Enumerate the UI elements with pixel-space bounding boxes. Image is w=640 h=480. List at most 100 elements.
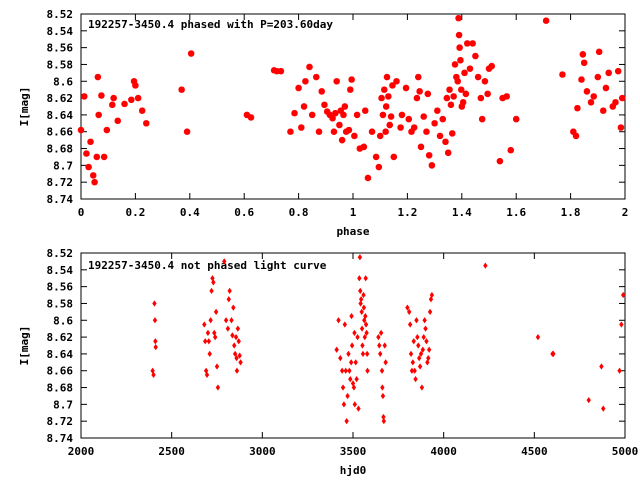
data-point xyxy=(351,384,357,391)
data-point xyxy=(551,350,556,358)
data-point xyxy=(205,329,211,337)
data-point xyxy=(359,308,364,315)
data-point xyxy=(535,333,541,341)
data-point xyxy=(347,367,352,374)
x-tick-label: 0.8 xyxy=(289,206,309,219)
data-point xyxy=(77,126,85,134)
data-point xyxy=(459,99,467,106)
data-point xyxy=(323,108,331,115)
data-point xyxy=(443,94,451,102)
data-point xyxy=(583,88,591,95)
data-point xyxy=(579,51,587,58)
data-point xyxy=(360,342,365,349)
data-point xyxy=(151,371,156,379)
data-point xyxy=(329,115,336,122)
data-point xyxy=(346,350,351,358)
data-point xyxy=(337,107,344,114)
data-point xyxy=(483,262,488,269)
data-point xyxy=(609,103,616,110)
data-point xyxy=(381,86,388,93)
data-point xyxy=(358,296,364,303)
data-point xyxy=(416,342,421,349)
data-point xyxy=(455,15,462,22)
y-tick-label: 8.7 xyxy=(53,398,73,411)
data-point xyxy=(235,325,241,332)
data-point xyxy=(422,317,427,324)
data-point xyxy=(559,71,566,78)
x-tick-label: 2500 xyxy=(158,445,185,458)
data-point xyxy=(344,418,349,425)
data-point xyxy=(178,86,185,93)
data-point xyxy=(139,107,146,114)
data-point xyxy=(378,94,385,102)
data-point xyxy=(363,312,368,320)
data-point xyxy=(411,338,416,345)
data-point xyxy=(415,333,420,341)
y-tick-label: 8.54 xyxy=(47,264,74,277)
y-tick-label: 8.52 xyxy=(47,8,74,21)
data-point xyxy=(209,287,214,294)
data-point xyxy=(183,128,191,135)
x-axis-label: phase xyxy=(336,225,369,238)
data-point xyxy=(599,363,604,370)
data-point xyxy=(349,342,355,349)
data-point xyxy=(98,92,105,99)
data-point xyxy=(91,178,98,186)
data-point xyxy=(110,94,117,102)
y-axis-label: I[mag] xyxy=(18,326,31,366)
data-point xyxy=(338,354,343,362)
data-point xyxy=(457,57,464,64)
data-point xyxy=(466,65,474,72)
data-point xyxy=(230,332,235,339)
data-point xyxy=(152,317,158,324)
data-point xyxy=(387,113,395,120)
data-point xyxy=(423,325,428,332)
data-point xyxy=(397,124,404,131)
y-tick-label: 8.56 xyxy=(47,281,74,294)
chart-title: 192257-3450.4 phased with P=203.60day xyxy=(88,18,333,31)
data-point xyxy=(375,163,383,171)
data-point xyxy=(472,52,479,60)
data-point xyxy=(232,350,238,358)
data-point xyxy=(330,128,338,135)
data-point xyxy=(291,110,298,117)
data-point xyxy=(356,145,363,152)
data-point xyxy=(363,321,369,328)
data-point xyxy=(496,157,504,165)
data-point xyxy=(321,101,328,109)
data-point xyxy=(412,367,417,374)
data-point xyxy=(203,338,208,345)
data-point xyxy=(363,275,368,282)
chart-title: 192257-3450.4 not phased light curve xyxy=(88,259,327,272)
data-point xyxy=(153,338,158,345)
x-axis-label: hjd0 xyxy=(340,464,367,477)
data-point xyxy=(341,103,349,110)
data-point xyxy=(417,363,423,370)
data-point xyxy=(439,115,446,123)
y-tick-label: 8.54 xyxy=(47,25,74,38)
data-point xyxy=(420,346,425,353)
data-point xyxy=(214,363,220,370)
y-tick-label: 8.64 xyxy=(47,109,74,122)
data-point xyxy=(413,94,421,102)
data-point xyxy=(222,258,227,265)
data-point xyxy=(349,359,354,366)
data-point xyxy=(436,132,444,140)
data-point xyxy=(361,304,367,311)
data-point xyxy=(602,84,610,92)
data-point xyxy=(340,111,347,119)
data-point xyxy=(405,304,410,311)
data-point xyxy=(273,67,281,75)
data-point xyxy=(348,76,355,83)
data-point xyxy=(342,321,348,328)
data-point xyxy=(479,115,486,123)
data-point xyxy=(415,73,422,81)
data-point xyxy=(429,291,435,299)
data-point xyxy=(353,359,358,366)
data-point xyxy=(407,321,413,328)
data-point xyxy=(153,344,158,351)
data-point xyxy=(95,111,102,119)
data-point xyxy=(362,317,367,324)
data-point xyxy=(334,346,339,353)
data-point xyxy=(340,384,346,391)
